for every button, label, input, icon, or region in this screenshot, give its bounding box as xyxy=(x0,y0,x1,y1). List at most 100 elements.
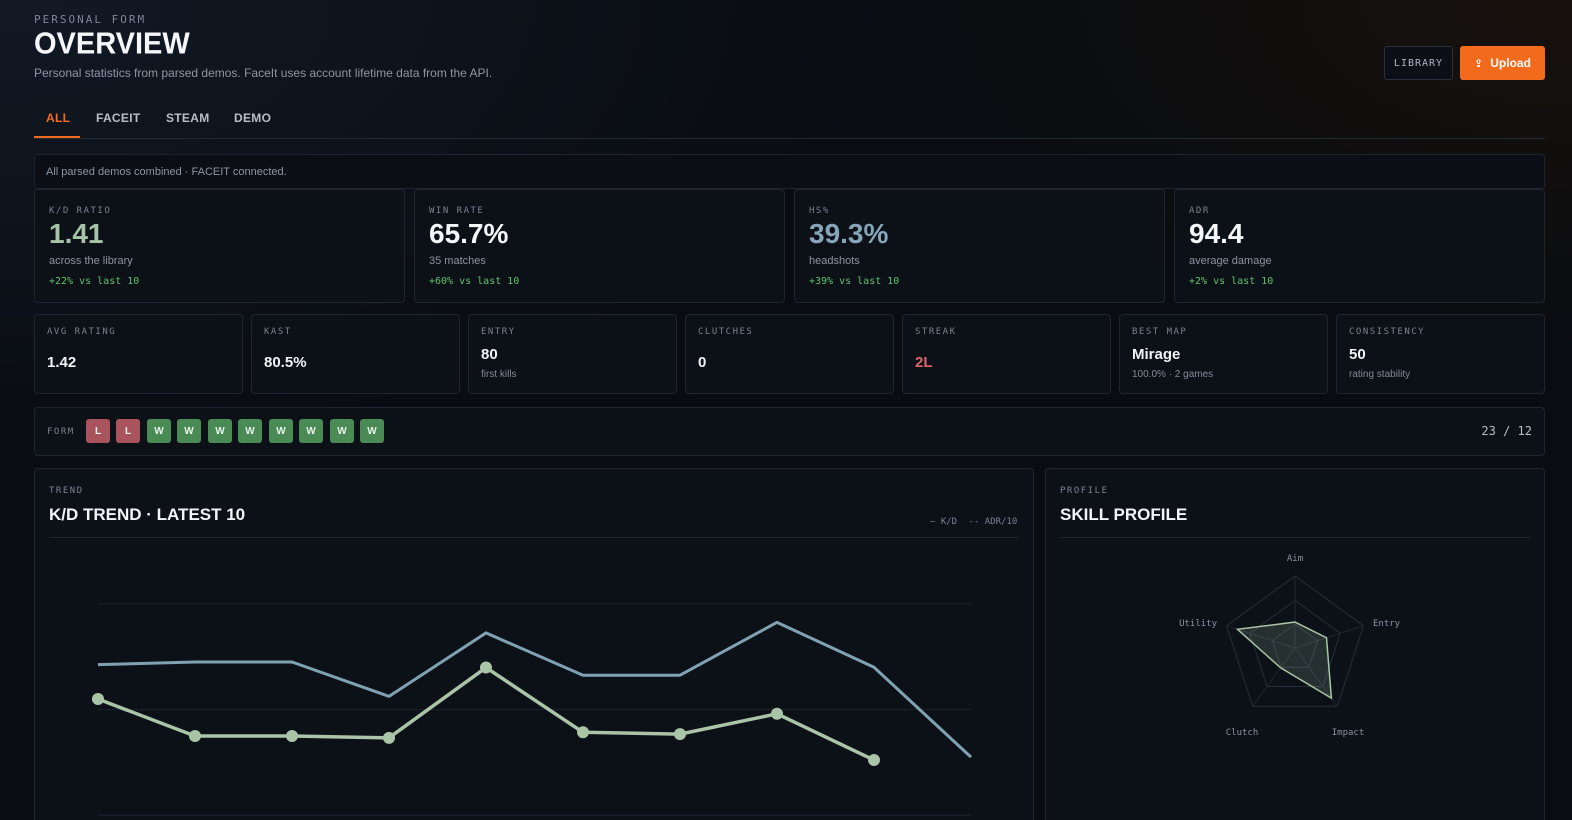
stat-desc: first kills xyxy=(481,369,517,380)
kd-data-point xyxy=(577,726,589,739)
radar-spoke xyxy=(1294,647,1338,707)
legend-adr-swatch: -- xyxy=(968,517,980,527)
kd-data-point xyxy=(480,661,492,674)
active-tab-indicator xyxy=(34,136,80,138)
radar-grid-ring xyxy=(1271,623,1319,668)
kd-data-point xyxy=(92,693,104,705)
kd-data-point xyxy=(383,731,395,744)
stat-desc: rating stability xyxy=(1349,369,1411,380)
stat-label: HS% xyxy=(809,206,830,216)
skill-title: SKILL PROFILE xyxy=(1060,505,1188,524)
stat-value: 2L xyxy=(915,354,933,371)
stat-card-kast: KAST 80.5% xyxy=(251,314,460,394)
kd-data-point xyxy=(674,728,686,741)
adr-series-line xyxy=(97,620,973,759)
kd-data-point xyxy=(286,730,298,742)
stat-value: 50 xyxy=(1349,346,1366,363)
radar-grid-ring xyxy=(1225,575,1365,707)
trend-divider xyxy=(49,537,1019,538)
radar-grid-ring xyxy=(1249,599,1341,687)
radar-axis-label: Entry xyxy=(1373,619,1401,629)
stat-card-win-rate: WIN RATE 65.7% 35 matches +60% vs last 1… xyxy=(414,189,785,303)
legend-kd-label: K/D xyxy=(940,517,958,527)
form-result-pill[interactable]: W xyxy=(299,419,323,443)
page-title: OVERVIEW xyxy=(34,27,190,61)
tab-all[interactable]: ALL xyxy=(46,111,71,125)
trend-legend: — K/D -- ADR/10 xyxy=(930,517,1017,527)
upload-icon: ⇪ xyxy=(1474,57,1484,70)
stat-value: 80.5% xyxy=(264,354,307,371)
stat-delta: +22% vs last 10 xyxy=(49,276,140,287)
stat-delta: +60% vs last 10 xyxy=(429,276,520,287)
upload-button-label: Upload xyxy=(1490,56,1531,70)
form-result-pill[interactable]: W xyxy=(177,419,201,443)
skill-radar: Aim Entry Impact Clutch Utility xyxy=(1179,554,1401,738)
form-result-pill[interactable]: W xyxy=(238,419,262,443)
tab-steam[interactable]: STEAM xyxy=(166,111,210,125)
stat-desc: 100.0% · 2 games xyxy=(1132,369,1214,380)
skill-eyebrow: PROFILE xyxy=(1060,486,1109,496)
page-subtitle: Personal statistics from parsed demos. F… xyxy=(34,66,493,80)
trend-title: K/D TREND · LATEST 10 xyxy=(49,505,246,524)
form-strip: FORM L L W W W W W W W W 23 / 12 xyxy=(34,407,1545,456)
skill-panel: PROFILE SKILL PROFILE Aim Entry Impact Clut… xyxy=(1045,468,1545,820)
library-button[interactable]: LIBRARY xyxy=(1384,46,1453,80)
stat-card-entry: ENTRY 80 first kills xyxy=(468,314,677,394)
stat-value: 0 xyxy=(698,354,707,371)
form-result-pill[interactable]: L xyxy=(116,419,140,443)
stat-delta: +39% vs last 10 xyxy=(809,276,900,287)
form-label: FORM xyxy=(47,427,75,437)
form-result-pill[interactable]: W xyxy=(147,419,171,443)
stat-desc: across the library xyxy=(49,255,133,267)
stat-card-hs: HS% 39.3% headshots +39% vs last 10 xyxy=(794,189,1165,303)
stat-value: 94.4 xyxy=(1189,218,1244,249)
kd-data-point xyxy=(771,707,783,720)
radar-spoke xyxy=(1294,625,1364,649)
stat-value: 39.3% xyxy=(809,218,889,249)
radar-axis-label: Clutch xyxy=(1226,728,1259,738)
tab-faceit[interactable]: FACEIT xyxy=(96,111,141,125)
form-result-pill[interactable]: W xyxy=(330,419,354,443)
stat-card-best-map: BEST MAP Mirage 100.0% · 2 games xyxy=(1119,314,1328,394)
form-result-pill[interactable]: W xyxy=(208,419,232,443)
stat-value: 1.41 xyxy=(49,218,104,249)
stat-label: CLUTCHES xyxy=(698,327,754,337)
stat-card-adr: ADR 94.4 average damage +2% vs last 10 xyxy=(1174,189,1545,303)
upload-button[interactable]: ⇪ Upload xyxy=(1460,46,1545,80)
stat-card-streak: STREAK 2L xyxy=(902,314,1111,394)
trend-panel: TREND K/D TREND · LATEST 10 — K/D -- ADR… xyxy=(34,468,1034,820)
tab-bar: ALL FACEIT STEAM DEMO xyxy=(34,103,1545,139)
stat-value: 65.7% xyxy=(429,218,509,249)
tab-demo[interactable]: DEMO xyxy=(234,111,272,125)
stat-label: KAST xyxy=(264,327,292,337)
kd-data-point xyxy=(868,754,880,767)
stat-label: ENTRY xyxy=(481,327,516,337)
legend-adr-label: ADR/10 xyxy=(984,517,1018,527)
stat-delta: +2% vs last 10 xyxy=(1189,276,1274,287)
stat-label: STREAK xyxy=(915,327,957,337)
stat-value: Mirage xyxy=(1132,346,1181,363)
stat-desc: 35 matches xyxy=(429,255,486,267)
stat-desc: average damage xyxy=(1189,255,1272,267)
stat-label: ADR xyxy=(1189,206,1210,216)
form-result-pill[interactable]: L xyxy=(86,419,110,443)
form-result-pill[interactable]: W xyxy=(269,419,293,443)
kd-series-line xyxy=(97,665,875,762)
trend-eyebrow: TREND xyxy=(49,486,84,496)
source-notice: All parsed demos combined · FACEIT conne… xyxy=(34,154,1545,189)
radar-axis-label: Aim xyxy=(1287,554,1303,564)
stat-card-avg-rating: AVG RATING 1.42 xyxy=(34,314,243,394)
stat-card-clutches: CLUTCHES 0 xyxy=(685,314,894,394)
stat-label: WIN RATE xyxy=(429,206,485,216)
skill-divider xyxy=(1060,537,1530,538)
stat-value: 80 xyxy=(481,346,498,363)
stat-label: BEST MAP xyxy=(1132,327,1188,337)
stat-label: CONSISTENCY xyxy=(1349,327,1426,337)
legend-kd-swatch: — xyxy=(930,517,936,527)
stat-desc: headshots xyxy=(809,255,860,267)
form-result-pill[interactable]: W xyxy=(360,419,384,443)
page-eyebrow: PERSONAL FORM xyxy=(34,13,147,26)
stat-label: AVG RATING xyxy=(47,327,117,337)
stat-card-consistency: CONSISTENCY 50 rating stability xyxy=(1336,314,1545,394)
radar-data-area xyxy=(1235,621,1333,700)
